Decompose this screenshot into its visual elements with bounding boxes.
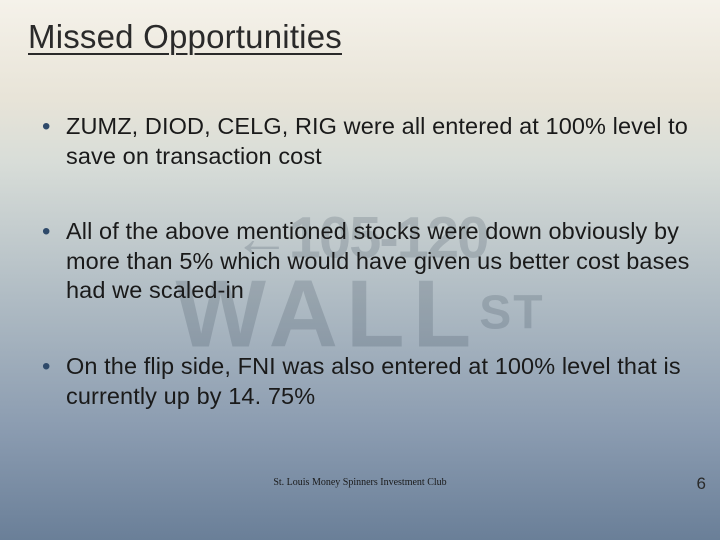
slide: Missed Opportunities ZUMZ, DIOD, CELG, R…	[0, 0, 720, 540]
footer-text: St. Louis Money Spinners Investment Club	[273, 477, 446, 488]
bullet-item: ZUMZ, DIOD, CELG, RIG were all entered a…	[42, 112, 692, 171]
slide-title: Missed Opportunities	[28, 18, 692, 56]
page-number: 6	[697, 474, 706, 494]
bullet-list: ZUMZ, DIOD, CELG, RIG were all entered a…	[28, 112, 692, 411]
bullet-item: On the flip side, FNI was also entered a…	[42, 352, 692, 411]
bullet-item: All of the above mentioned stocks were d…	[42, 217, 692, 306]
